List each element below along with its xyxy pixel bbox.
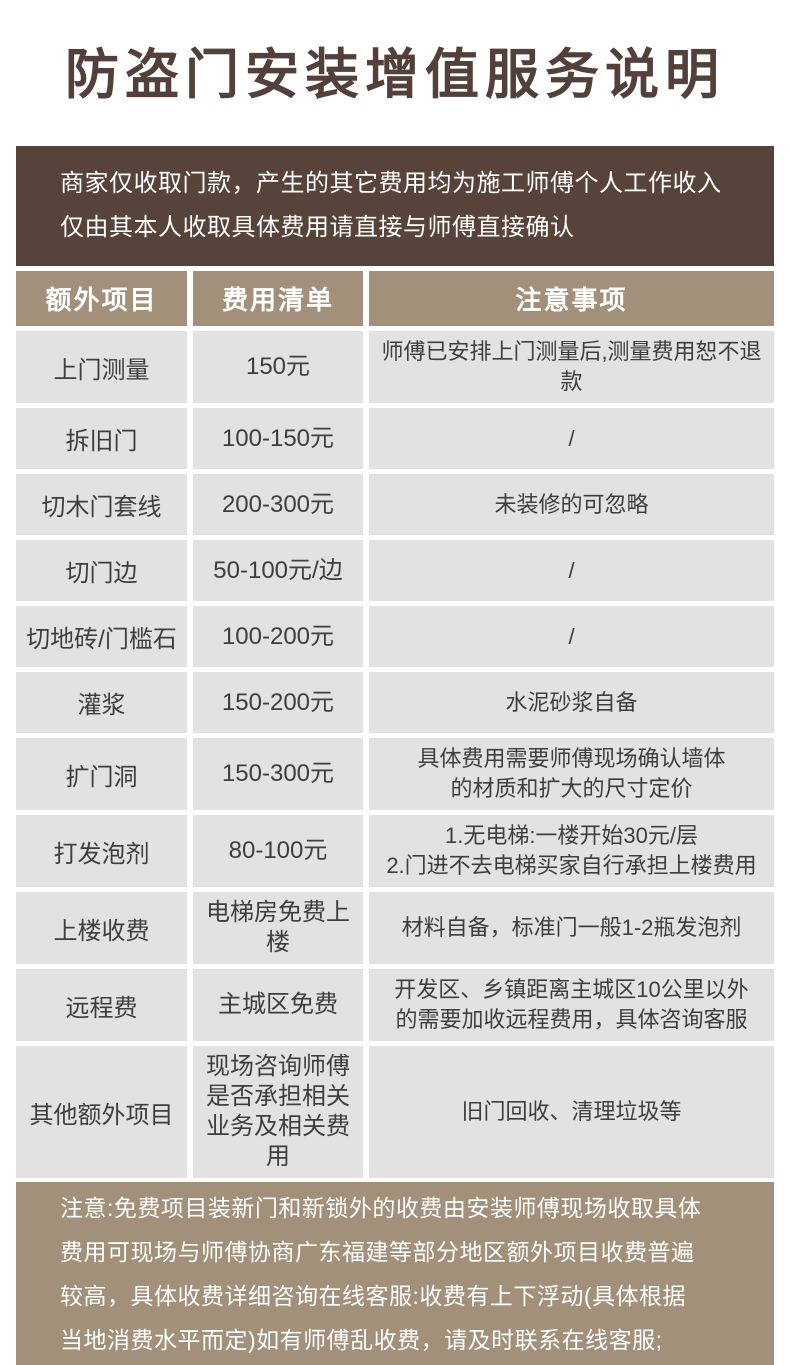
table-cell-note: 旧门回收、清理垃圾等 — [369, 1046, 774, 1179]
table-cell-fee: 电梯房免费上楼 — [193, 892, 363, 965]
table-cell-fee: 150元 — [193, 331, 363, 404]
table-cell-item: 打发泡剂 — [16, 815, 187, 888]
extra-fees-table: 额外项目 费用清单 注意事项 上门测量 150元 师傅已安排上门测量后,测量费用… — [16, 271, 774, 1179]
notice-banner-text: 商家仅收取门款，产生的其它费用均为施工师傅个人工作收入 仅由其本人收取具体费用请… — [60, 170, 722, 242]
table-cell-fee: 150-300元 — [193, 738, 363, 811]
table-cell-fee: 50-100元/边 — [193, 540, 363, 602]
table-cell-item: 扩门洞 — [16, 738, 187, 811]
table-cell-note: 开发区、乡镇距离主城区10公里以外 的需要加收远程费用，具体咨询客服 — [369, 969, 774, 1042]
table-cell-item: 灌浆 — [16, 672, 187, 734]
table-cell-note: 未装修的可忽略 — [369, 474, 774, 536]
table-cell-fee: 主城区免费 — [193, 969, 363, 1042]
column-header-extra-item: 额外项目 — [16, 271, 187, 327]
table-cell-item: 拆旧门 — [16, 408, 187, 470]
table-cell-fee: 200-300元 — [193, 474, 363, 536]
table-cell-note: / — [369, 540, 774, 602]
table-cell-fee: 80-100元 — [193, 815, 363, 888]
notice-banner: 商家仅收取门款，产生的其它费用均为施工师傅个人工作收入 仅由其本人收取具体费用请… — [16, 146, 774, 267]
table-cell-item: 切木门套线 — [16, 474, 187, 536]
column-header-notes: 注意事项 — [369, 271, 774, 327]
table-cell-fee: 100-200元 — [193, 606, 363, 668]
table-cell-note: 材料自备，标准门一般1-2瓶发泡剂 — [369, 892, 774, 965]
column-header-fee-list: 费用清单 — [193, 271, 363, 327]
table-cell-note: 1.无电梯:一楼开始30元/层 2.门进不去电梯买家自行承担上楼费用 — [369, 815, 774, 888]
table-cell-item: 上楼收费 — [16, 892, 187, 965]
page: 防盗门安装增值服务说明 商家仅收取门款，产生的其它费用均为施工师傅个人工作收入 … — [0, 40, 790, 1365]
table-cell-note: / — [369, 606, 774, 668]
table-cell-item: 切门边 — [16, 540, 187, 602]
table-cell-item: 切地砖/门槛石 — [16, 606, 187, 668]
footer-note: 注意:免费项目装新门和新锁外的收费由安装师傅现场收取具体 费用可现场与师傅协商广… — [16, 1182, 774, 1365]
table-cell-fee: 150-200元 — [193, 672, 363, 734]
footer-note-text: 注意:免费项目装新门和新锁外的收费由安装师傅现场收取具体 费用可现场与师傅协商广… — [60, 1194, 702, 1353]
table-cell-note: 具体费用需要师傅现场确认墙体 的材质和扩大的尺寸定价 — [369, 738, 774, 811]
table-cell-note: / — [369, 408, 774, 470]
table-cell-item: 远程费 — [16, 969, 187, 1042]
table-cell-note: 水泥砂浆自备 — [369, 672, 774, 734]
table-cell-item: 其他额外项目 — [16, 1046, 187, 1179]
table-cell-fee: 现场咨询师傅 是否承担相关 业务及相关费用 — [193, 1046, 363, 1179]
table-cell-fee: 100-150元 — [193, 408, 363, 470]
table-cell-note: 师傅已安排上门测量后,测量费用恕不退款 — [369, 331, 774, 404]
table-cell-item: 上门测量 — [16, 331, 187, 404]
page-title: 防盗门安装增值服务说明 — [65, 45, 725, 105]
